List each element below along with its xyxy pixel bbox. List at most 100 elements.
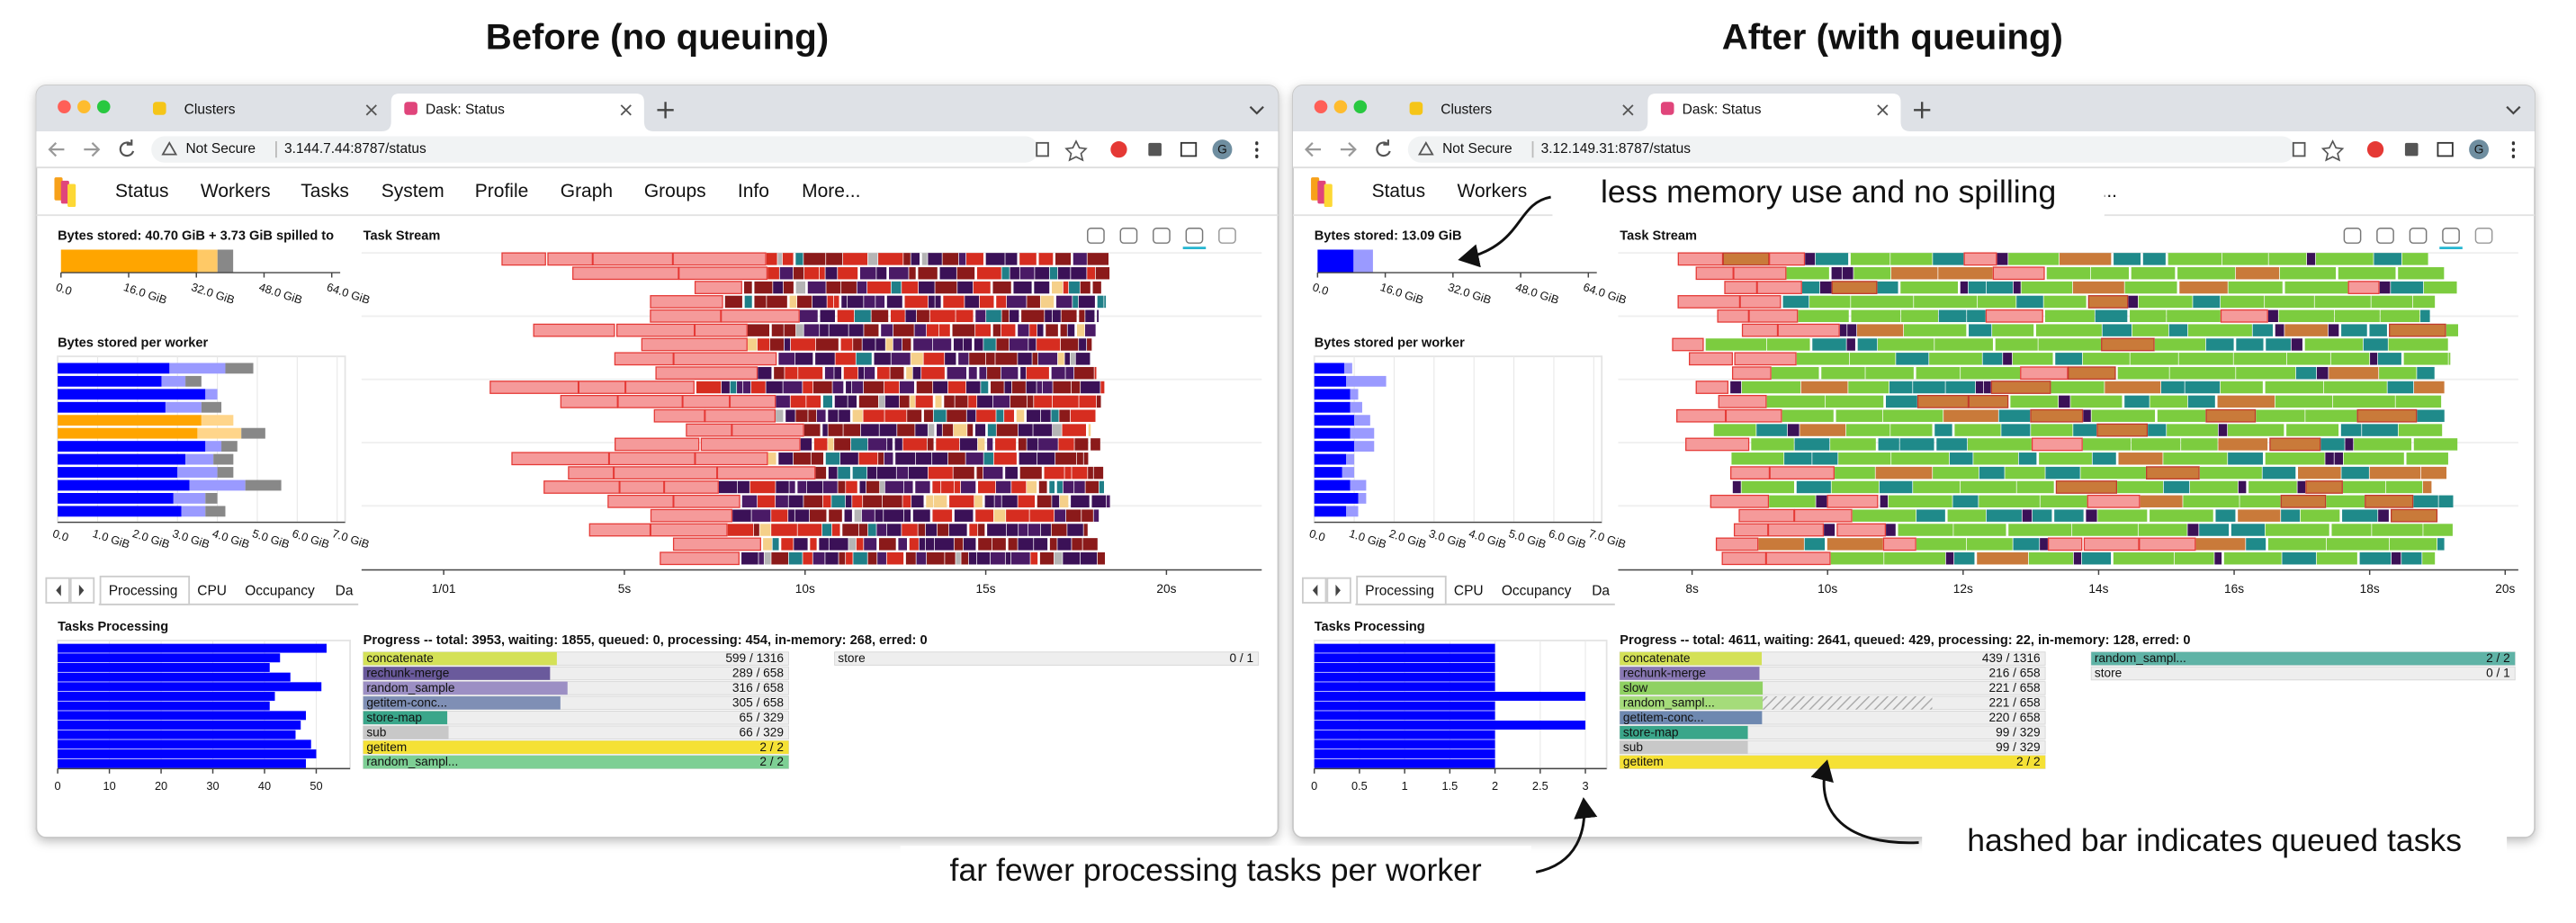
active-view-tab[interactable] [99, 575, 191, 605]
tab-close[interactable] [1877, 104, 1889, 116]
task-block [1059, 409, 1071, 422]
view-tab[interactable]: Processing [109, 583, 178, 598]
tab-title: Clusters [1441, 102, 1492, 117]
stream-tool[interactable] [2474, 228, 2493, 244]
task-block [1880, 495, 1889, 508]
task-block [716, 466, 816, 480]
view-tab[interactable]: CPU [197, 583, 227, 598]
share-icon[interactable] [2292, 141, 2306, 157]
sidebar-icon[interactable] [2437, 141, 2454, 157]
nav-item[interactable]: Status [1372, 181, 1426, 202]
window-control[interactable] [1314, 100, 1328, 113]
task-block [2174, 551, 2214, 565]
adblock-icon[interactable] [2366, 141, 2384, 158]
avatar[interactable] [2469, 139, 2490, 160]
stream-tool[interactable] [2442, 228, 2460, 244]
tab-close[interactable] [365, 104, 377, 116]
view-tab[interactable]: Processing [1365, 583, 1434, 598]
stream-tool[interactable] [1218, 228, 1236, 244]
window-control[interactable] [1333, 100, 1348, 113]
stream-tool[interactable] [1087, 228, 1105, 244]
sidebar-icon[interactable] [1180, 141, 1198, 157]
nav-item[interactable]: More... [802, 181, 860, 202]
avatar[interactable] [1212, 139, 1233, 160]
view-tab[interactable]: Da [336, 583, 354, 598]
task-block [1850, 353, 1896, 365]
view-tab[interactable]: Occupancy [1502, 583, 1572, 598]
new-tab[interactable] [1914, 102, 1931, 119]
back-button[interactable] [48, 142, 65, 157]
task-block [2392, 551, 2401, 565]
task-block [1878, 438, 1899, 451]
view-tab[interactable]: Da [1592, 583, 1610, 598]
view-tab[interactable]: CPU [1454, 583, 1484, 598]
tab-menu[interactable] [1249, 105, 1264, 115]
nav-item[interactable]: Tasks [301, 181, 349, 202]
worker-memory-segment [189, 479, 246, 491]
task-block [810, 509, 827, 522]
task-block [2150, 509, 2213, 522]
task-block [2334, 453, 2343, 465]
task-block [749, 480, 776, 494]
task-block [1672, 337, 1704, 352]
stream-tool[interactable] [1119, 228, 1138, 244]
nav-item[interactable]: Graph [561, 181, 613, 202]
active-tab[interactable] [1638, 94, 1911, 132]
forward-button[interactable] [84, 142, 101, 157]
view-tab[interactable]: Occupancy [245, 583, 315, 598]
task-block [2369, 324, 2387, 336]
nav-item[interactable]: Workers [201, 181, 271, 202]
task-block [903, 480, 913, 494]
new-tab[interactable] [657, 102, 674, 119]
reload-button[interactable] [119, 139, 135, 157]
tab-close[interactable] [1622, 104, 1634, 116]
nav-item[interactable]: Info [738, 181, 769, 202]
task-block [987, 524, 1006, 536]
address-bar[interactable] [151, 136, 1039, 163]
window-control[interactable] [96, 100, 111, 113]
task-block [2223, 551, 2282, 565]
tab-menu[interactable] [2506, 105, 2521, 115]
active-view-tab[interactable] [1356, 575, 1447, 605]
task-block [1979, 495, 2040, 508]
extensions-icon[interactable] [2404, 142, 2419, 157]
star-icon[interactable] [1064, 139, 1088, 162]
nav-item[interactable]: System [381, 181, 444, 202]
task-block [871, 309, 889, 323]
window-control[interactable] [77, 100, 91, 113]
tab-close[interactable] [620, 104, 632, 116]
extensions-icon[interactable] [1148, 142, 1162, 157]
stream-tool[interactable] [1153, 228, 1171, 244]
task-block [2269, 437, 2321, 452]
active-tab[interactable] [381, 94, 654, 132]
task-block [1916, 366, 1961, 380]
task-block [867, 466, 877, 479]
task-block [2217, 395, 2275, 408]
nav-item[interactable]: Groups [644, 181, 706, 202]
reload-button[interactable] [1376, 139, 1391, 157]
task-block [969, 353, 986, 365]
nav-item[interactable]: Status [115, 181, 168, 202]
adblock-icon[interactable] [1110, 141, 1127, 158]
task-block [2091, 409, 2156, 422]
address-bar[interactable] [1407, 136, 2295, 163]
task-block [828, 409, 839, 422]
stream-tool[interactable] [2376, 228, 2394, 244]
window-control[interactable] [58, 100, 71, 113]
avatar-letter: G [1217, 143, 1227, 157]
stream-tool[interactable] [2343, 228, 2362, 244]
window-control[interactable] [1353, 100, 1368, 113]
task-block [2187, 395, 2215, 408]
star-icon[interactable] [2320, 139, 2345, 162]
share-icon[interactable] [1036, 141, 1049, 157]
task-block [843, 424, 861, 436]
forward-button[interactable] [1340, 142, 1357, 157]
nav-item[interactable]: Profile [475, 181, 528, 202]
stream-tool[interactable] [1185, 228, 1204, 244]
task-block [2199, 524, 2230, 536]
back-button[interactable] [1305, 142, 1322, 157]
task-block [2275, 395, 2333, 408]
task-block [884, 453, 893, 465]
nav-item[interactable]: Workers [1458, 181, 1528, 202]
stream-tool[interactable] [2409, 228, 2428, 244]
